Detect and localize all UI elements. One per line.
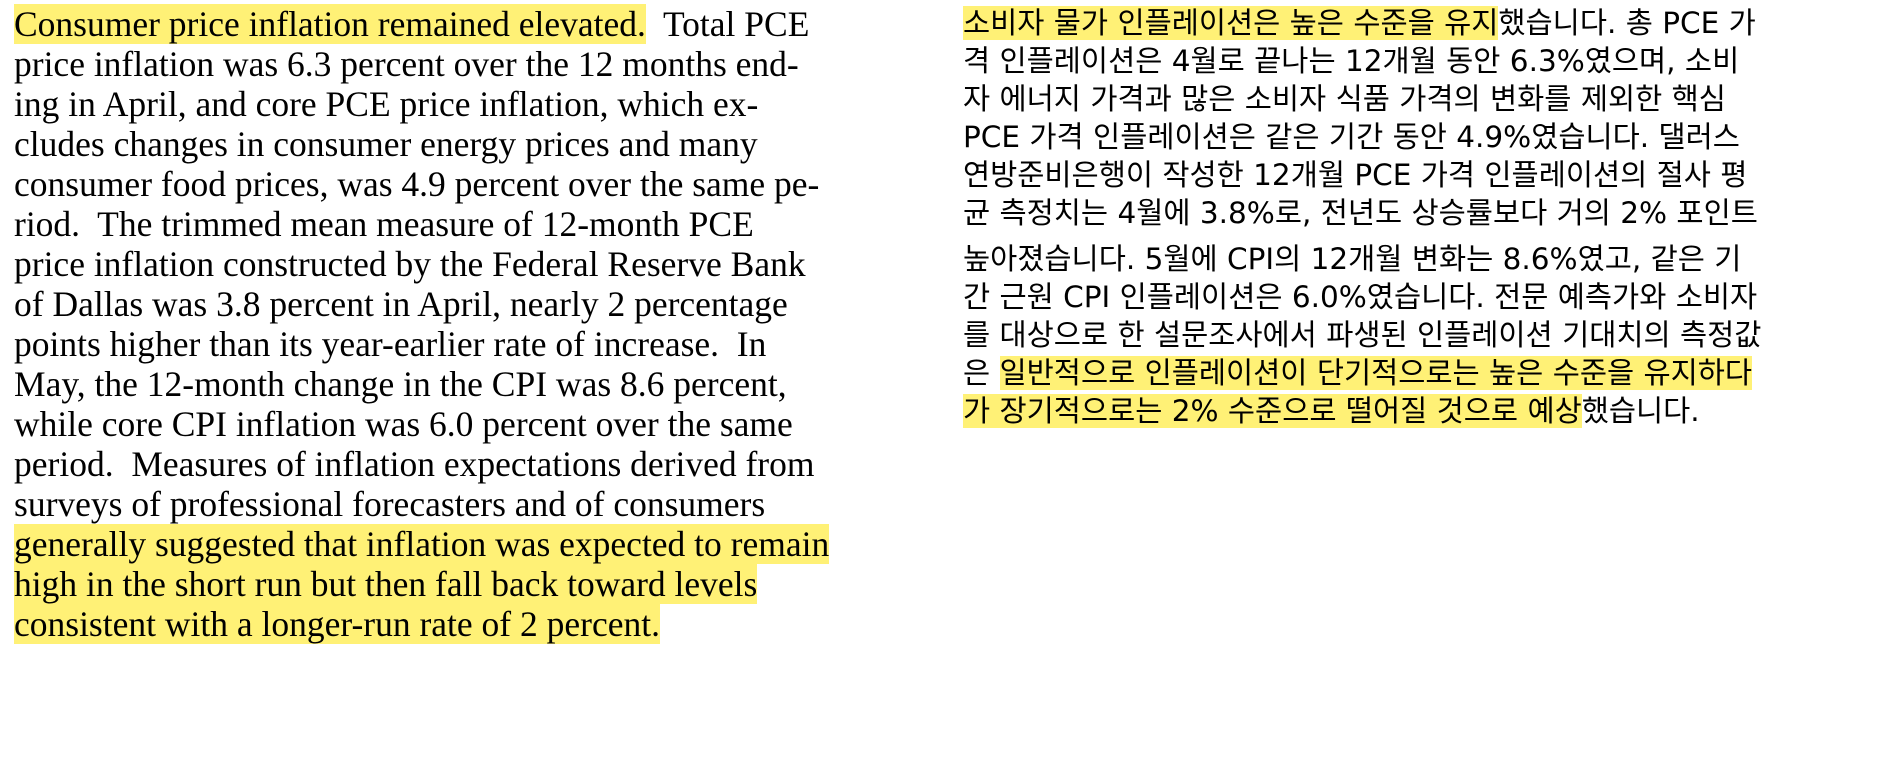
english-line: points higher than its year-earlier rate…: [14, 324, 767, 364]
english-line: generally suggested that inflation was e…: [14, 520, 830, 568]
korean-line: 격 인플레이션은 4월로 끝나는 12개월 동안 6.3%였으며, 소비: [963, 44, 1740, 78]
english-line: Consumer price inflation remained elevat…: [14, 0, 809, 48]
korean-line: 소비자 물가 인플레이션은 높은 수준을 유지했습니다. 총 PCE 가: [963, 0, 1756, 46]
english-line: while core CPI inflation was 6.0 percent…: [14, 404, 793, 444]
english-line: high in the short run but then fall back…: [14, 560, 758, 608]
english-line: consumer food prices, was 4.9 percent ov…: [14, 164, 820, 204]
english-line: surveys of professional forecasters and …: [14, 484, 766, 524]
highlighted-text: 가 장기적으로는 2% 수준으로 떨어질 것으로 예상: [963, 394, 1582, 428]
english-line: May, the 12-month change in the CPI was …: [14, 364, 787, 404]
korean-line: 높아졌습니다. 5월에 CPI의 12개월 변화는 8.6%였고, 같은 기: [963, 242, 1742, 276]
text-segment: 했습니다.: [1581, 394, 1700, 428]
korean-line: 연방준비은행이 작성한 12개월 PCE 가격 인플레이션의 절사 평: [963, 158, 1748, 192]
korean-line: 자 에너지 가격과 많은 소비자 식품 가격의 변화를 제외한 핵심: [963, 82, 1726, 116]
english-line: of Dallas was 3.8 percent in April, near…: [14, 284, 788, 324]
english-line: consistent with a longer-run rate of 2 p…: [14, 600, 660, 648]
text-segment: 했습니다. 총 PCE 가: [1498, 6, 1756, 40]
english-line: price inflation constructed by the Feder…: [14, 244, 806, 284]
korean-line: 균 측정치는 4월에 3.8%로, 전년도 상승률보다 거의 2% 포인트: [963, 196, 1758, 230]
korean-line: 은 일반적으로 인플레이션이 단기적으로는 높은 수준을 유지하다: [963, 350, 1753, 396]
english-line: period. Measures of inflation expectatio…: [14, 444, 815, 484]
korean-line: PCE 가격 인플레이션은 같은 기간 동안 4.9%였습니다. 댈러스: [963, 120, 1740, 154]
english-line: ing in April, and core PCE price inflati…: [14, 84, 759, 124]
highlighted-text: Consumer price inflation remained elevat…: [14, 4, 646, 44]
highlighted-text: generally suggested that inflation was e…: [14, 524, 830, 564]
korean-line: 간 근원 CPI 인플레이션은 6.0%였습니다. 전문 예측가와 소비자: [963, 280, 1758, 314]
highlighted-text: high in the short run but then fall back…: [14, 564, 758, 604]
korean-line: 가 장기적으로는 2% 수준으로 떨어질 것으로 예상했습니다.: [963, 388, 1700, 434]
highlighted-text: consistent with a longer-run rate of 2 p…: [14, 604, 660, 644]
highlighted-text: 일반적으로 인플레이션이 단기적으로는 높은 수준을 유지하다: [999, 356, 1753, 390]
text-segment: 은: [963, 356, 1000, 390]
highlighted-text: 소비자 물가 인플레이션은 높은 수준을 유지: [963, 6, 1499, 40]
english-line: price inflation was 6.3 percent over the…: [14, 44, 799, 84]
text-segment: Total PCE: [645, 4, 810, 44]
english-line: riod. The trimmed mean measure of 12-mon…: [14, 204, 754, 244]
english-line: cludes changes in consumer energy prices…: [14, 124, 758, 164]
korean-line: 를 대상으로 한 설문조사에서 파생된 인플레이션 기대치의 측정값: [963, 318, 1762, 352]
